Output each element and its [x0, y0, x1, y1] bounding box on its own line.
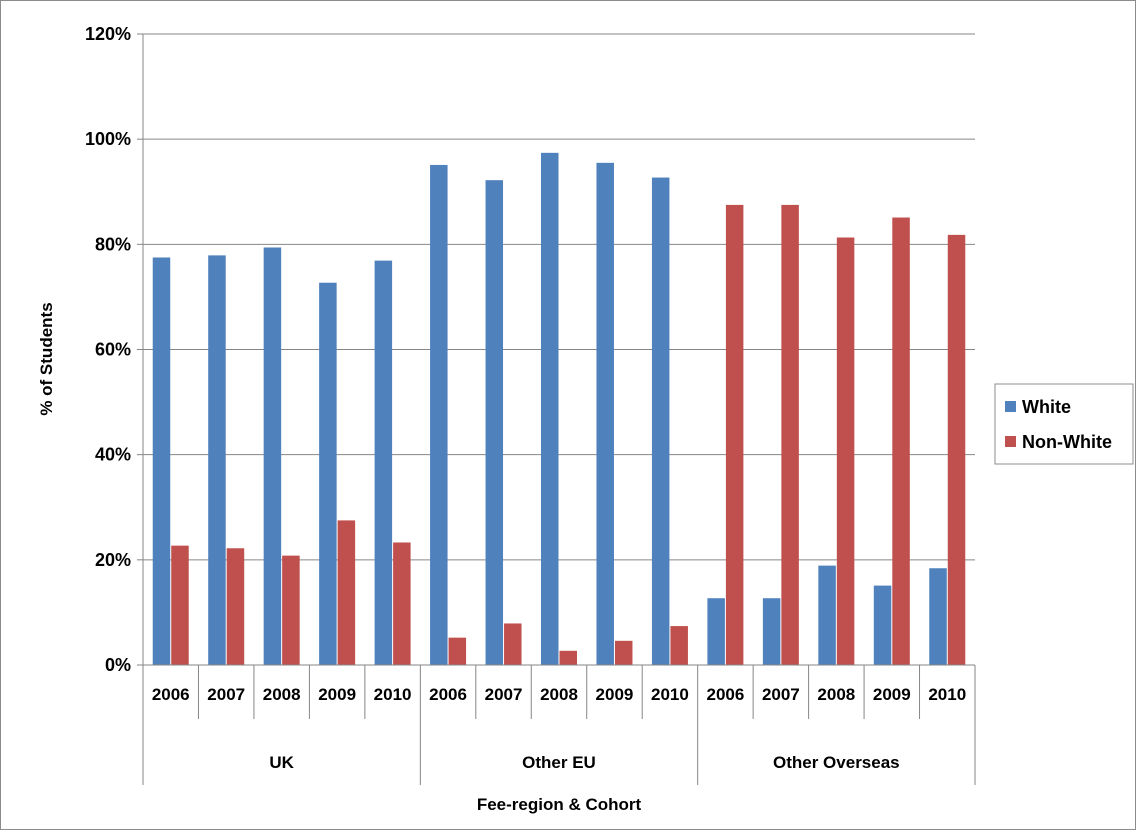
category-label: 2006: [706, 685, 744, 704]
bar-white-4: [319, 282, 337, 665]
category-label: 2007: [207, 685, 245, 704]
legend-box: [994, 383, 1134, 465]
y-axis-title: % of Students: [37, 302, 56, 415]
bar-white-2: [208, 255, 226, 665]
bar-non-white-2: [226, 548, 245, 665]
axis-labels: 0% 20% 40% 60% 80% 100% 120% 2006 2007 2008 2009 20…: [85, 24, 966, 772]
category-label: 2010: [651, 685, 689, 704]
bar-non-white-12: [781, 204, 799, 666]
bar-white-14: [873, 585, 892, 665]
bar-non-white-10: [670, 626, 688, 665]
bar-white-8: [541, 152, 559, 666]
bar-white-3: [263, 247, 282, 665]
y-tick-label: 100%: [85, 129, 131, 149]
bar-non-white-15: [947, 234, 966, 665]
y-tick-label: 60%: [95, 340, 131, 360]
bar-non-white-13: [836, 237, 855, 665]
category-label: 2009: [873, 685, 911, 704]
y-tick-label: 40%: [95, 445, 131, 465]
bar-white-12: [762, 598, 781, 665]
legend-label-non-white: Non-White: [1022, 432, 1112, 452]
bar-white-1: [152, 257, 171, 665]
category-label: 2009: [318, 685, 356, 704]
category-label: 2006: [429, 685, 467, 704]
bar-non-white-9: [614, 640, 633, 665]
legend-label-white: White: [1022, 397, 1071, 417]
bars: [152, 152, 966, 666]
group-label: Other Overseas: [773, 753, 900, 772]
group-label: Other EU: [522, 753, 596, 772]
legend-swatch-non-white: [1005, 436, 1016, 447]
category-label: 2008: [817, 685, 855, 704]
bar-non-white-3: [282, 555, 300, 665]
bar-non-white-5: [393, 542, 411, 665]
y-tick-label: 120%: [85, 24, 131, 44]
category-label: 2010: [374, 685, 412, 704]
legend-swatch-white: [1005, 401, 1016, 412]
axes: [137, 33, 976, 785]
bar-non-white-4: [337, 520, 356, 665]
y-tick-label: 0%: [105, 655, 131, 675]
bar-non-white-6: [448, 637, 467, 665]
bar-white-10: [651, 177, 670, 666]
group-label: UK: [269, 753, 294, 772]
category-label: 2009: [596, 685, 634, 704]
bar-non-white-8: [559, 650, 577, 665]
category-label: 2007: [485, 685, 523, 704]
gridlines: [143, 33, 975, 561]
category-label: 2008: [540, 685, 578, 704]
y-tick-label: 20%: [95, 550, 131, 570]
bar-non-white-7: [504, 623, 522, 665]
bar-white-13: [818, 565, 836, 665]
bar-non-white-1: [171, 545, 189, 665]
bar-white-9: [596, 162, 614, 665]
bar-white-5: [374, 260, 393, 665]
bar-white-11: [707, 598, 725, 665]
x-axis-title: Fee-region & Cohort: [477, 795, 642, 814]
bar-white-6: [430, 164, 448, 665]
category-label: 2010: [928, 685, 966, 704]
legend: White Non-White: [994, 383, 1134, 465]
category-label: 2008: [263, 685, 301, 704]
category-label: 2007: [762, 685, 800, 704]
y-tick-label: 80%: [95, 234, 131, 254]
category-label: 2006: [152, 685, 190, 704]
bar-non-white-11: [725, 204, 744, 666]
bar-non-white-14: [892, 217, 910, 665]
bar-white-7: [485, 180, 504, 665]
bar-white-15: [929, 568, 947, 665]
